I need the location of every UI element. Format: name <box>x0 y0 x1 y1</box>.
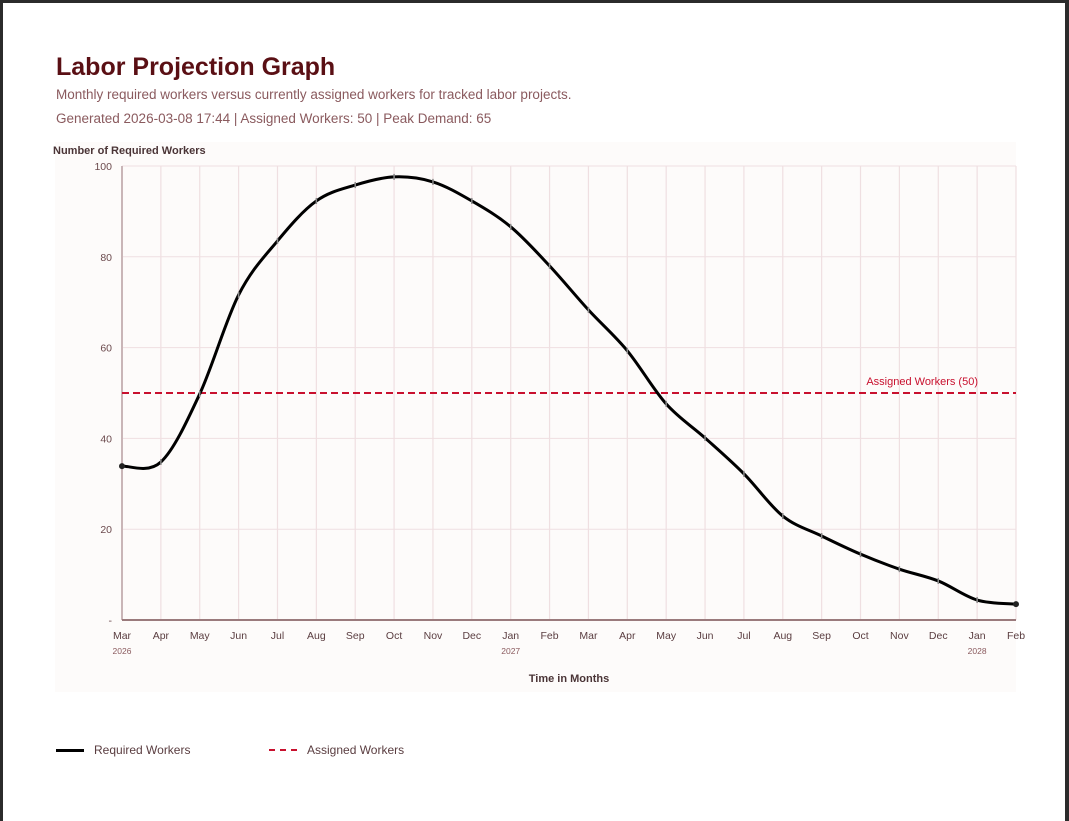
x-tick-label: Jan <box>969 630 986 642</box>
labor-chart: Number of Required Workers - 20 40 60 80 100 Ma… <box>53 142 1025 692</box>
data-point <box>119 463 125 470</box>
x-tick-label: Aug <box>307 630 326 642</box>
report-meta: Generated 2026-03-08 17:44 | Assigned Wo… <box>56 111 492 126</box>
x-tick-label: Dec <box>462 630 481 642</box>
page-title: Labor Projection Graph <box>56 53 336 81</box>
report-page: Labor Projection Graph Monthly required … <box>3 3 1065 821</box>
assigned-workers-annotation: Assigned Workers (50) <box>866 376 978 388</box>
x-tick-label: Apr <box>619 630 636 642</box>
x-tick-label: Feb <box>541 630 559 642</box>
x-tick-label: Jan <box>502 630 519 642</box>
x-tick-label: Nov <box>424 630 443 642</box>
y-tick-label: - <box>109 615 113 627</box>
plot-background <box>55 142 1016 692</box>
y-tick-label: 100 <box>94 161 112 173</box>
x-tick-label: Apr <box>153 630 170 642</box>
legend-label: Assigned Workers <box>307 743 405 757</box>
x-tick-label: Sep <box>346 630 365 642</box>
x-tick-label: Jun <box>230 630 247 642</box>
x-tick-label: Oct <box>386 630 402 642</box>
x-tick-label: Mar <box>579 630 598 642</box>
legend-item-assigned: Assigned Workers <box>269 743 404 757</box>
legend-swatch-solid <box>56 748 84 752</box>
x-tick-label: Jul <box>737 630 750 642</box>
y-axis-title: Number of Required Workers <box>53 145 206 157</box>
y-tick-label: 60 <box>100 343 112 355</box>
x-tick-label: May <box>656 630 677 642</box>
x-tick-label: Aug <box>773 630 792 642</box>
x-year-label: 2026 <box>113 646 132 656</box>
x-axis-title: Time in Months <box>529 673 609 685</box>
x-year-label: 2028 <box>968 646 987 656</box>
x-tick-label: Jul <box>271 630 284 642</box>
x-tick-label: Mar <box>113 630 132 642</box>
y-tick-label: 40 <box>100 433 112 445</box>
x-tick-label: Jun <box>697 630 714 642</box>
y-tick-label: 20 <box>100 524 112 536</box>
legend-swatch-dashed <box>269 749 297 751</box>
data-point <box>1013 601 1019 608</box>
page-subtitle: Monthly required workers versus currentl… <box>56 87 572 102</box>
y-tick-label: 80 <box>100 252 112 264</box>
x-year-label: 2027 <box>501 646 520 656</box>
legend-label: Required Workers <box>94 743 191 757</box>
x-tick-label: Dec <box>929 630 948 642</box>
x-tick-label: Sep <box>812 630 831 642</box>
x-tick-label: Feb <box>1007 630 1025 642</box>
legend-item-required: Required Workers <box>56 743 190 757</box>
x-tick-label: Nov <box>890 630 909 642</box>
x-tick-label: Oct <box>852 630 868 642</box>
x-tick-label: May <box>190 630 211 642</box>
